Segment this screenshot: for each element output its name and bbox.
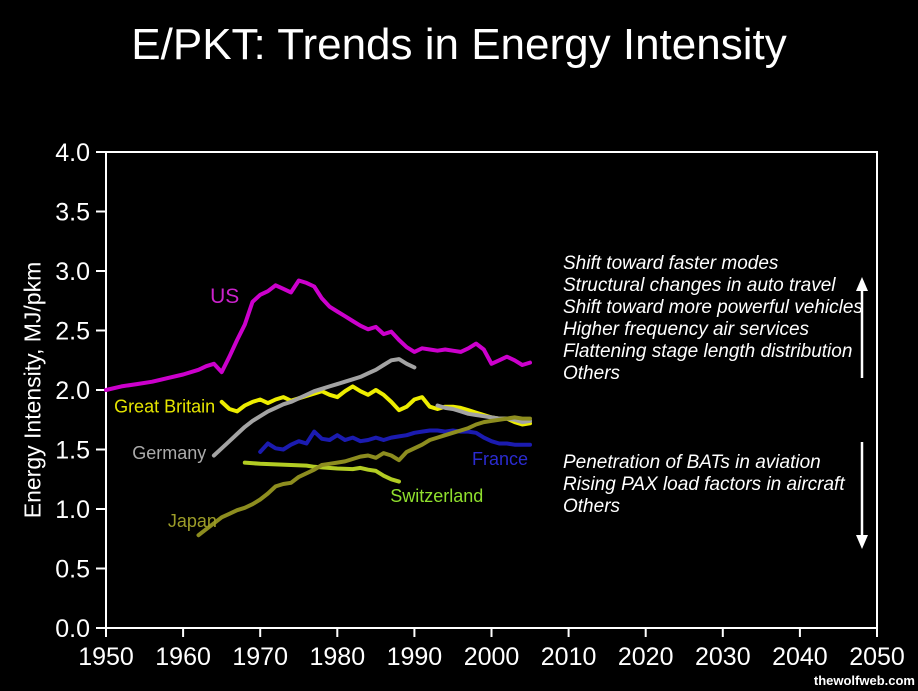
y-axis-ticks: 0.0 0.5 1.0 1.5 2.0 2.5 3.0 3.5 4.0: [55, 139, 106, 643]
x-tick-label: 2030: [695, 643, 751, 671]
series-line-japan: [196, 415, 532, 538]
series-label-us: US: [210, 285, 239, 308]
decrease-arrow-icon: [856, 442, 868, 549]
y-tick-label: 4.0: [55, 139, 90, 167]
annotation-line: Others: [563, 496, 621, 517]
annotation-increase-factors: Shift toward faster modes Structural cha…: [563, 253, 863, 385]
series-line-france: [258, 428, 532, 454]
annotation-line: Shift toward faster modes: [563, 253, 779, 274]
y-tick-label: 1.5: [55, 437, 90, 465]
series-line-germany: [211, 357, 532, 458]
x-tick-label: 1970: [232, 643, 288, 671]
series-line-great-britain: [219, 384, 532, 427]
y-tick-label: 0.5: [55, 556, 90, 584]
x-tick-label: 1950: [78, 643, 134, 671]
annotation-line: Structural changes in auto travel: [563, 275, 836, 296]
y-tick-label: 0.0: [55, 615, 90, 643]
watermark: thewolfweb.com: [813, 673, 915, 688]
series-label-germany: Germany: [132, 443, 206, 463]
annotation-line: Shift toward more powerful vehicles: [563, 297, 863, 318]
series-label-france: France: [472, 449, 528, 469]
slide-title: E/PKT: Trends in Energy Intensity: [131, 20, 787, 69]
x-tick-label: 2020: [618, 643, 674, 671]
x-tick-label: 1960: [155, 643, 211, 671]
x-tick-label: 2000: [464, 643, 520, 671]
annotation-line: Penetration of BATs in aviation: [563, 452, 821, 473]
x-tick-label: 1980: [309, 643, 365, 671]
x-tick-label: 2010: [541, 643, 597, 671]
annotation-decrease-factors: Penetration of BATs in aviation Rising P…: [563, 452, 845, 518]
series-label-great-britain: Great Britain: [114, 397, 215, 417]
x-tick-label: 2040: [772, 643, 828, 671]
series-line-us: [104, 278, 532, 392]
series-label-japan: Japan: [168, 511, 217, 531]
y-tick-label: 3.0: [55, 258, 90, 286]
series-line-switzerland: [242, 460, 401, 484]
increase-arrow-icon: [856, 277, 868, 378]
annotation-line: Others: [563, 363, 621, 384]
annotation-line: Higher frequency air services: [563, 319, 810, 340]
x-tick-label: 1990: [387, 643, 443, 671]
annotation-line: Flattening stage length distribution: [563, 341, 853, 362]
y-tick-label: 1.0: [55, 496, 90, 524]
annotation-line: Rising PAX load factors in aircraft: [563, 474, 845, 495]
y-tick-label: 3.5: [55, 199, 90, 227]
y-tick-label: 2.0: [55, 377, 90, 405]
plot-frame: [105, 151, 878, 629]
x-axis-ticks: 1950 1960 1970 1980 1990 2000 2010 2020 2030 2040…: [78, 628, 905, 671]
y-tick-label: 2.5: [55, 318, 90, 346]
series-label-switzerland: Switzerland: [390, 486, 483, 506]
x-tick-label: 2050: [849, 643, 905, 671]
